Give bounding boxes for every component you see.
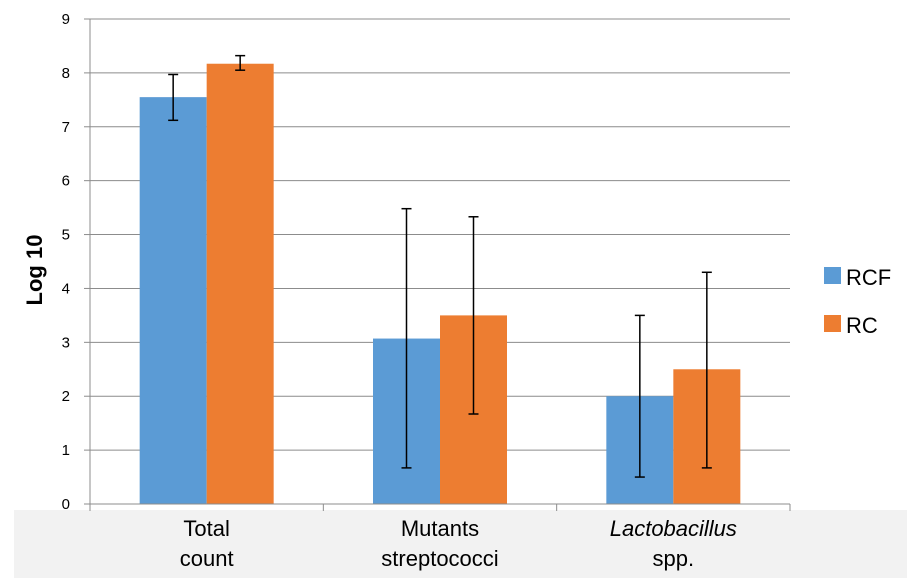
y-tick-label: 6 [62, 173, 70, 190]
bars [139, 63, 741, 504]
y-tick-labels: 0 1 2 3 4 5 6 7 8 9 [62, 11, 70, 513]
category-label: streptococci [381, 546, 498, 571]
category-label: Mutants [401, 516, 479, 541]
error-bars [168, 54, 712, 478]
axes [84, 18, 791, 511]
y-tick-label: 7 [62, 119, 70, 136]
bar-rc [206, 63, 274, 504]
category-label: count [180, 546, 234, 571]
legend-swatch-rcf [824, 267, 841, 284]
y-tick-label: 2 [62, 388, 70, 405]
y-tick-label: 5 [62, 227, 70, 244]
y-tick-label: 4 [62, 280, 70, 297]
y-axis-label: Log 10 [22, 235, 47, 306]
legend-swatch-rc [824, 315, 841, 332]
bar-rcf [139, 97, 207, 504]
legend-label-rc: RC [846, 313, 878, 338]
category-label: spp. [653, 546, 695, 571]
category-label-band [14, 510, 907, 578]
legend-label-rcf: RCF [846, 265, 891, 290]
y-tick-label: 0 [62, 496, 70, 513]
y-tick-label: 3 [62, 334, 70, 351]
y-tick-label: 1 [62, 442, 70, 459]
category-label: Lactobacillus [610, 516, 737, 541]
legend: RCF RC [824, 265, 891, 338]
y-tick-label: 9 [62, 11, 70, 28]
category-labels: Total count Mutants streptococci Lactobacill… [180, 516, 737, 571]
category-label: Total [183, 516, 229, 541]
y-tick-label: 8 [62, 65, 70, 82]
